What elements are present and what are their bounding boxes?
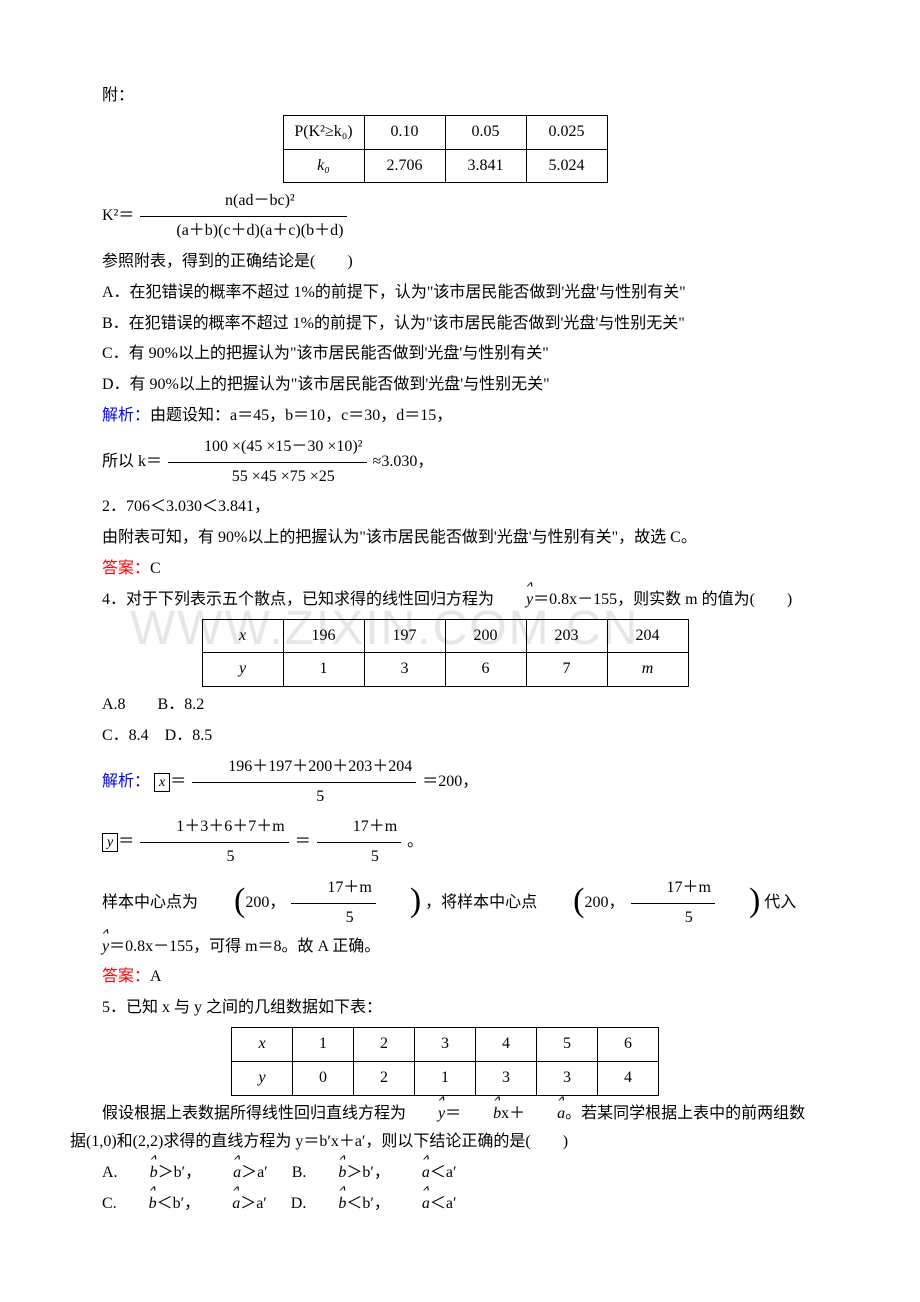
table-row: y 1 3 6 7 m <box>202 653 688 687</box>
answer-4: 答案：A <box>70 963 820 992</box>
fraction: 17＋m 5 <box>317 813 401 872</box>
paren-icon: ( <box>541 870 584 931</box>
a-hat: a <box>390 1190 430 1219</box>
q5-line-2: 假设根据上表数据所得线性回归直线方程为y＝bx＋a。若某同学根据上表中的前两组数… <box>70 1100 820 1158</box>
q4-analysis-xbar: 解析： x＝ 196＋197＋200＋203＋204 5 ＝200， <box>70 753 820 812</box>
b-hat: b <box>306 1190 346 1219</box>
fraction: 17＋m 5 <box>631 874 715 933</box>
document-page: 附： P(K²≥k₀) 0.10 0.05 0.025 k₀ 2.706 3.8… <box>0 0 920 1301</box>
analysis-conclusion: 由附表可知，有 90%以上的把握认为"该市居民能否做到'光盘'与性别有关"，故选… <box>70 524 820 553</box>
answer-label: 答案： <box>102 968 150 985</box>
q5-stem: 5．已知 x 与 y 之间的几组数据如下表： <box>70 994 820 1023</box>
table-row: k₀ 2.706 3.841 5.024 <box>283 149 607 183</box>
q5-options-row1: A.b＞b′，a＞a′ B.b＞b′，a＜a′ <box>70 1159 820 1188</box>
b-hat: b <box>117 1190 157 1219</box>
q4-table-wrap: x 196 197 200 203 204 y 1 3 6 7 m <box>70 619 820 688</box>
answer-value: C <box>150 560 161 577</box>
q4-table: x 196 197 200 203 204 y 1 3 6 7 m <box>202 619 689 688</box>
q5-options-row2: C.b＜b′，a＞a′ D.b＜b′，a＜a′ <box>70 1190 820 1219</box>
xbar-box: x <box>154 773 170 792</box>
b-hat: b <box>461 1100 501 1129</box>
formula-lhs: K²＝ <box>102 207 134 224</box>
table-row: x 1 2 3 4 5 6 <box>232 1027 659 1061</box>
paren-icon: ( <box>202 870 245 931</box>
analysis-inequality: 2．706＜3.030＜3.841， <box>70 493 820 522</box>
analysis-content: 由题设知：a＝45，b＝10，c＝30，d＝15， <box>150 407 452 424</box>
table-row: x 196 197 200 203 204 <box>202 619 688 653</box>
option-b: B．在犯错误的概率不超过 1%的前提下，认为"该市居民能否做到'光盘'与性别无关… <box>70 310 820 339</box>
q4-stem: 4．对于下列表示五个散点，已知求得的线性回归方程为y＝0.8x－155，则实数 … <box>70 586 820 615</box>
fraction: 100 ×(45 ×15－30 ×10)² 55 ×45 ×75 ×25 <box>168 433 367 492</box>
y-hat: y <box>70 933 109 962</box>
y-hat: y <box>406 1100 445 1129</box>
answer-3: 答案：C <box>70 555 820 584</box>
option-d: D．有 90%以上的把握认为"该市居民能否做到'光盘'与性别无关" <box>70 371 820 400</box>
fraction: 17＋m 5 <box>291 874 375 933</box>
option-c: C．有 90%以上的把握认为"该市居民能否做到'光盘'与性别有关" <box>70 340 820 369</box>
probability-table: P(K²≥k₀) 0.10 0.05 0.025 k₀ 2.706 3.841 … <box>283 115 608 184</box>
analysis-k-line: 所以 k＝ 100 ×(45 ×15－30 ×10)² 55 ×45 ×75 ×… <box>70 433 820 492</box>
ybar-box: y <box>102 833 118 852</box>
y-hat: y <box>494 586 533 615</box>
paren-icon: ) <box>717 870 760 931</box>
paren-icon: ) <box>378 870 421 931</box>
k2-formula: K²＝ n(ad－bc)² (a＋b)(c＋d)(a＋c)(b＋d) <box>70 187 820 246</box>
lead: 所以 k＝ <box>102 453 162 470</box>
table-row: y 0 2 1 3 3 4 <box>232 1061 659 1095</box>
q4-options-1: A.8 B．8.2 <box>70 691 820 720</box>
q5-table-wrap: x 1 2 3 4 5 6 y 0 2 1 3 3 4 <box>70 1027 820 1096</box>
analysis-label: 解析： <box>102 773 150 790</box>
a-hat: a <box>200 1190 240 1219</box>
answer-value: A <box>150 968 162 985</box>
probability-table-wrap: P(K²≥k₀) 0.10 0.05 0.025 k₀ 2.706 3.841 … <box>70 115 820 184</box>
fraction: n(ad－bc)² (a＋b)(c＋d)(a＋c)(b＋d) <box>140 187 347 246</box>
q5-table: x 1 2 3 4 5 6 y 0 2 1 3 3 4 <box>231 1027 659 1096</box>
analysis-line-1: 解析：由题设知：a＝45，b＝10，c＝30，d＝15， <box>70 402 820 431</box>
q4-analysis-center: 样本中心点为 (200， 17＋m 5 ) ，将样本中心点 (200， 17＋m… <box>70 874 820 961</box>
appendix-label: 附： <box>70 82 820 111</box>
a-hat: a <box>525 1100 565 1129</box>
option-a: A．在犯错误的概率不超过 1%的前提下，认为"该市居民能否做到'光盘'与性别有关… <box>70 279 820 308</box>
fraction: 1＋3＋6＋7＋m 5 <box>140 813 288 872</box>
table-row: P(K²≥k₀) 0.10 0.05 0.025 <box>283 115 607 149</box>
q4-analysis-ybar: y＝ 1＋3＋6＋7＋m 5 ＝ 17＋m 5 。 <box>70 813 820 872</box>
tail: ≈3.030， <box>373 453 434 470</box>
analysis-label: 解析： <box>102 407 150 424</box>
reference-line: 参照附表，得到的正确结论是( ) <box>70 248 820 277</box>
answer-label: 答案： <box>102 560 150 577</box>
q4-options-2: C．8.4 D．8.5 <box>70 722 820 751</box>
fraction: 196＋197＋200＋203＋204 5 <box>192 753 416 812</box>
